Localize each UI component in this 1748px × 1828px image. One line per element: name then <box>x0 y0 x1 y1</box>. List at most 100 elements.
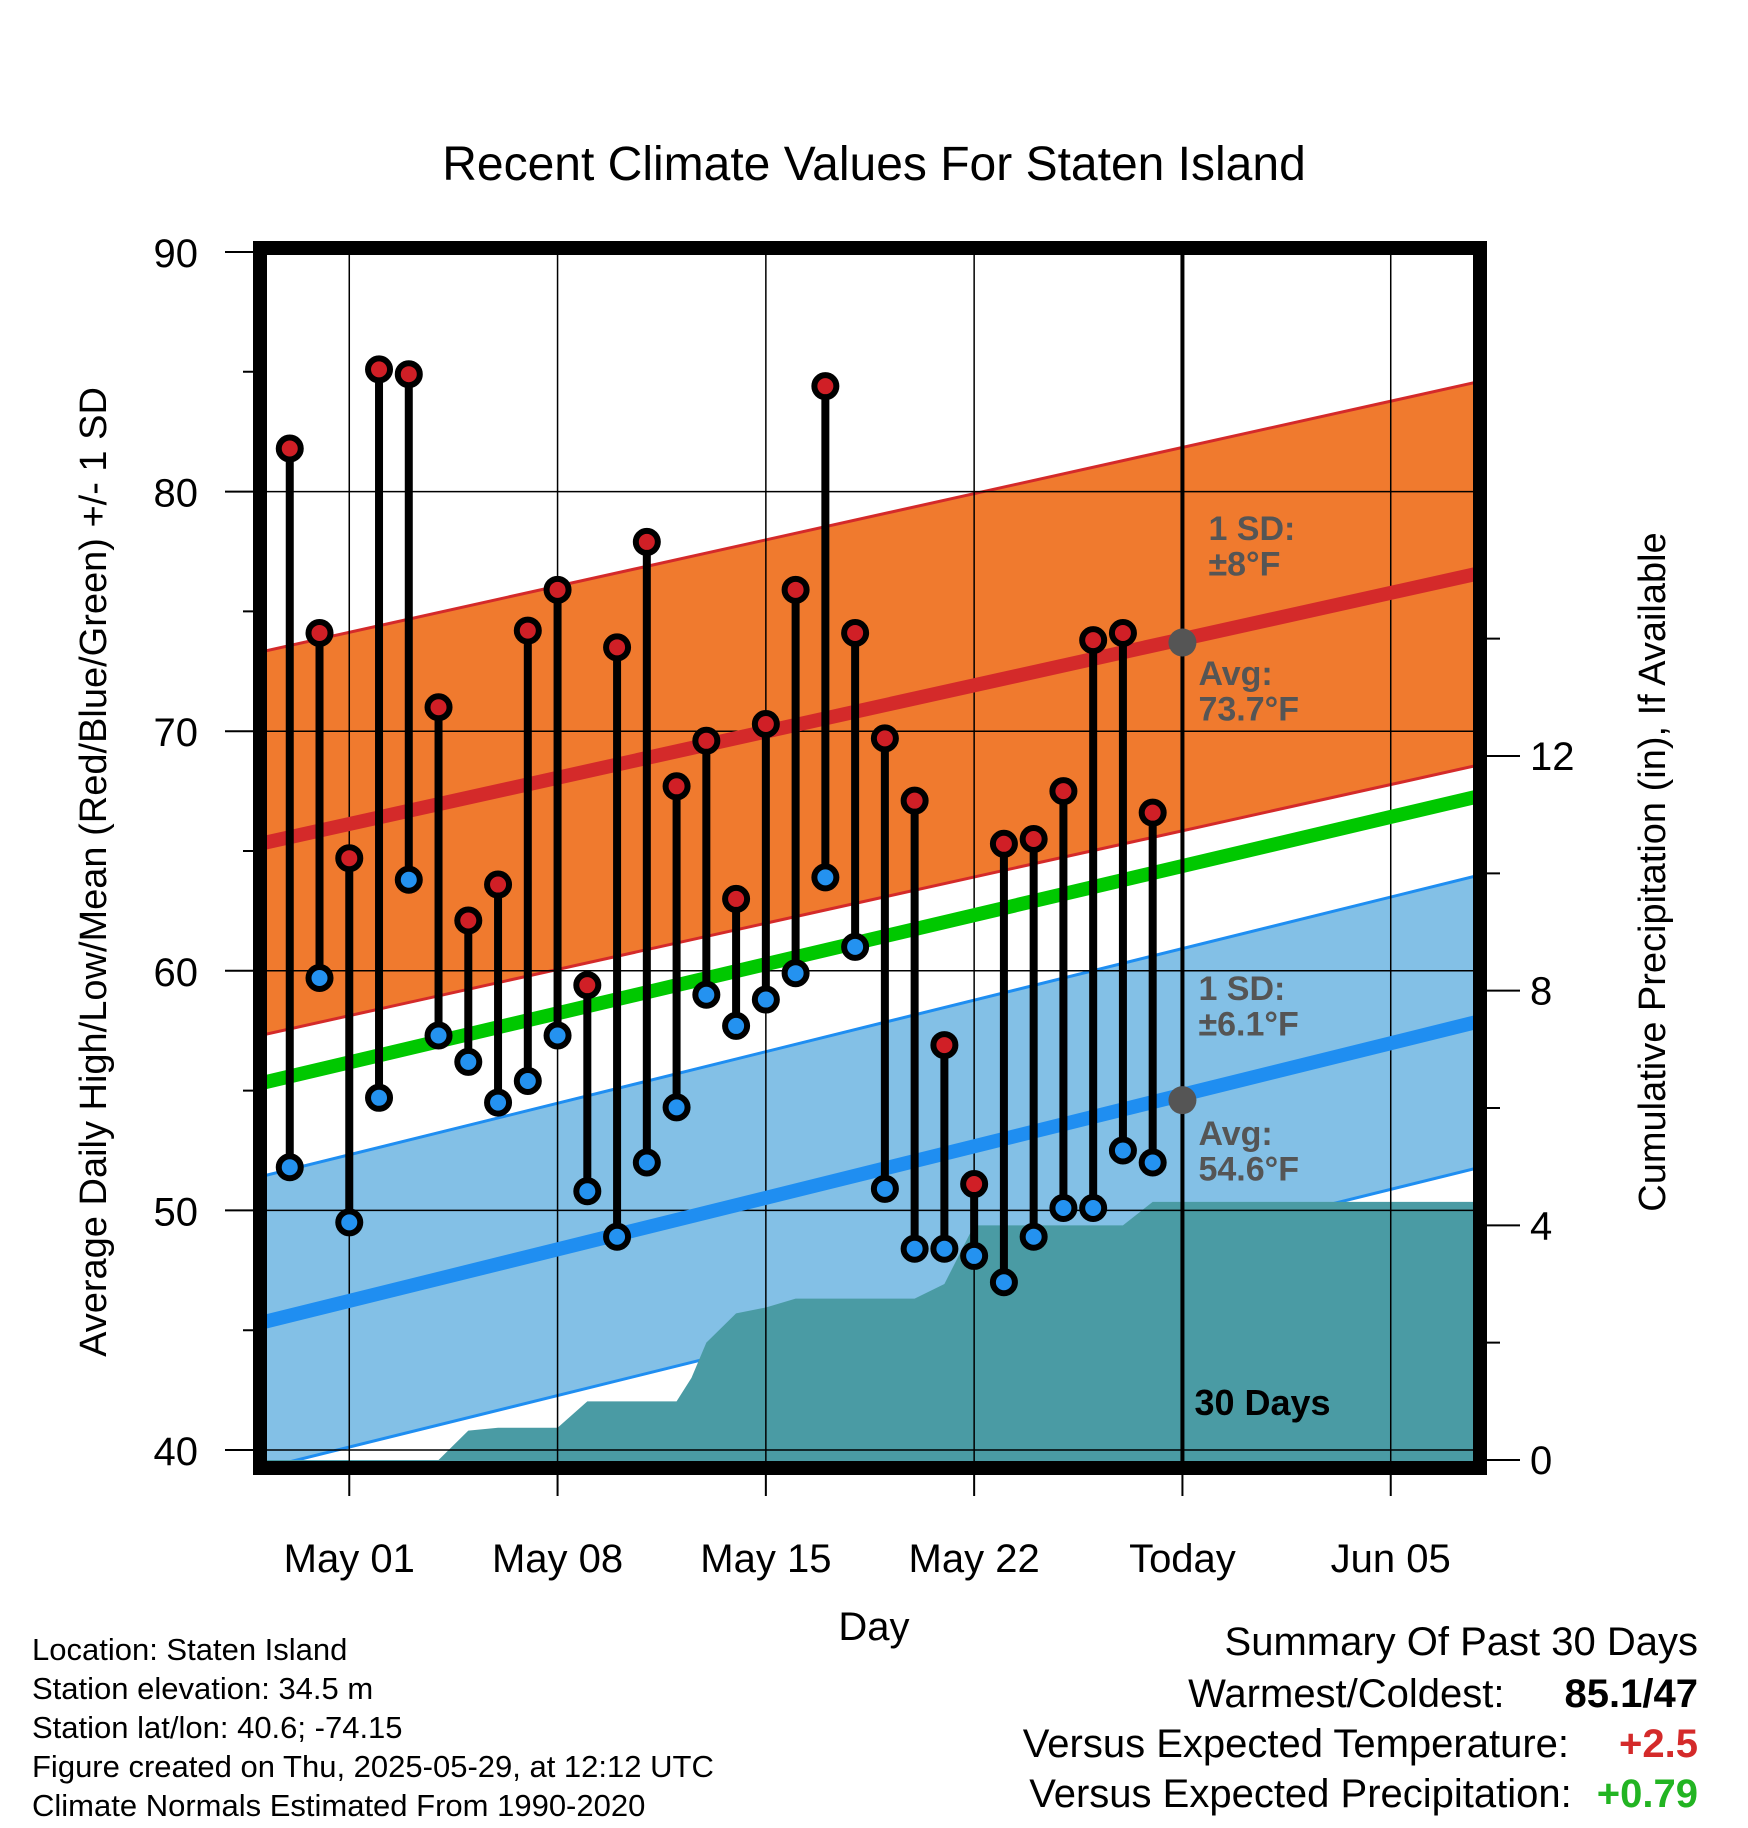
y-tick-label-right: 12 <box>1530 735 1575 779</box>
summary-precip: Versus Expected Precipitation: +0.79 <box>1029 1772 1698 1817</box>
daily-low-point <box>513 1067 542 1096</box>
summary-warm-cold: Warmest/Coldest: 85.1/47 <box>1188 1672 1698 1717</box>
daily-low-point <box>811 863 840 892</box>
daily-high-point <box>870 724 899 753</box>
precip-value: +0.79 <box>1596 1772 1698 1816</box>
daily-low-point <box>781 959 810 988</box>
high-sd-annotation: 1 SD: ±8°F <box>1208 510 1295 584</box>
daily-low-point <box>424 1021 453 1050</box>
daily-high-point <box>751 710 780 739</box>
warm-cold-label: Warmest/Coldest: <box>1188 1672 1505 1716</box>
daily-high-point <box>900 786 929 815</box>
summary-title: Summary Of Past 30 Days <box>1224 1620 1698 1664</box>
daily-high-point <box>722 884 751 913</box>
daily-low-point <box>543 1021 572 1050</box>
daily-high-point <box>841 618 870 647</box>
temp-value: +2.5 <box>1619 1722 1698 1766</box>
daily-high-point <box>632 527 661 556</box>
daily-high-point <box>930 1031 959 1060</box>
daily-low-point <box>841 932 870 961</box>
y-tick-label-left: 80 <box>154 472 199 516</box>
daily-high-point <box>365 355 394 384</box>
y-tick-label-left: 50 <box>154 1190 199 1234</box>
high-avg-annotation: Avg: 73.7°F <box>1198 655 1299 729</box>
y-tick-label-right: 8 <box>1530 970 1552 1014</box>
daily-high-point <box>335 844 364 873</box>
x-axis-label: Day <box>838 1605 909 1649</box>
plot-frame <box>253 241 1487 1475</box>
daily-high-point <box>424 693 453 722</box>
daily-low-point <box>989 1268 1018 1297</box>
daily-low-point <box>484 1088 513 1117</box>
today-high-avg-marker <box>1168 628 1197 657</box>
daily-low-point <box>1049 1194 1078 1223</box>
normal-high-line <box>260 566 1480 851</box>
y-tick-label-left: 60 <box>154 951 199 995</box>
daily-low-point <box>632 1148 661 1177</box>
daily-low-point <box>335 1208 364 1237</box>
today-days-annotation: 30 Days <box>1194 1382 1330 1423</box>
info-elevation: Station elevation: 34.5 m <box>32 1671 374 1706</box>
daily-high-point <box>1049 777 1078 806</box>
daily-high-point <box>573 971 602 1000</box>
temp-label: Versus Expected Temperature: <box>1022 1722 1570 1766</box>
y-tick-label-left: 70 <box>154 711 199 755</box>
daily-low-point <box>930 1234 959 1263</box>
x-tick-label: May 15 <box>700 1537 831 1581</box>
daily-high-point <box>1138 798 1167 827</box>
daily-high-point <box>603 633 632 662</box>
info-created: Figure created on Thu, 2025-05-29, at 12… <box>32 1749 714 1784</box>
x-tick-label: Today <box>1129 1537 1236 1581</box>
normal-low-upper-edge <box>260 873 1480 1179</box>
daily-high-point <box>989 829 1018 858</box>
daily-low-point <box>960 1241 989 1270</box>
normal-high-lower-edge <box>260 763 1480 1037</box>
daily-low-point <box>454 1047 483 1076</box>
plot-area: 1 SD: ±8°F Avg: 73.7°F 1 SD: ±6.1°F Avg: 54.6°F… <box>260 248 1480 1468</box>
daily-high-point <box>960 1170 989 1199</box>
x-tick-label: May 08 <box>492 1537 623 1581</box>
daily-high-point <box>662 772 691 801</box>
daily-high-point <box>275 434 304 463</box>
today-low-avg-marker <box>1168 1086 1197 1115</box>
warm-cold-value: 85.1/47 <box>1564 1672 1698 1716</box>
y-tick-label-left: 40 <box>154 1430 199 1474</box>
x-tick-label: May 01 <box>284 1537 415 1581</box>
daily-low-point <box>1079 1194 1108 1223</box>
y-tick-label-right: 4 <box>1530 1204 1552 1248</box>
daily-high-point <box>484 870 513 899</box>
y-axis-label-left: Average Daily High/Low/Mean (Red/Blue/Gr… <box>73 387 115 1357</box>
daily-low-point <box>900 1234 929 1263</box>
daily-low-point <box>1138 1148 1167 1177</box>
daily-low-point <box>662 1093 691 1122</box>
chart-title: Recent Climate Values For Staten Island <box>442 138 1306 191</box>
y-axis-label-right: Cumulative Precipitation (in), If Availa… <box>1632 532 1674 1211</box>
daily-high-point <box>811 372 840 401</box>
y-tick-label-left: 90 <box>154 232 199 276</box>
x-tick-label: Jun 05 <box>1331 1537 1451 1581</box>
daily-low-point <box>722 1011 751 1040</box>
low-sd-annotation: 1 SD: ±6.1°F <box>1198 970 1298 1044</box>
low-avg-annotation: Avg: 54.6°F <box>1198 1115 1299 1189</box>
summary-temp: Versus Expected Temperature: +2.5 <box>1023 1722 1698 1767</box>
daily-high-point <box>513 616 542 645</box>
daily-high-point <box>454 906 483 935</box>
daily-low-point <box>573 1177 602 1206</box>
daily-high-point <box>305 618 334 647</box>
daily-low-point <box>365 1083 394 1112</box>
normal-mean-line <box>260 789 1480 1091</box>
daily-high-point <box>1019 825 1048 854</box>
info-latlon: Station lat/lon: 40.6; -74.15 <box>32 1710 403 1745</box>
daily-high-point <box>394 360 423 389</box>
y-tick-label-right: 0 <box>1530 1439 1552 1483</box>
daily-low-point <box>603 1222 632 1251</box>
daily-high-point <box>1108 618 1137 647</box>
precip-label: Versus Expected Precipitation: <box>1029 1772 1572 1816</box>
normal-low-line <box>260 1014 1480 1330</box>
x-tick-label: May 22 <box>909 1537 1040 1581</box>
daily-high-point <box>781 575 810 604</box>
daily-high-point <box>543 575 572 604</box>
daily-high-point <box>1079 626 1108 655</box>
daily-low-point <box>394 865 423 894</box>
